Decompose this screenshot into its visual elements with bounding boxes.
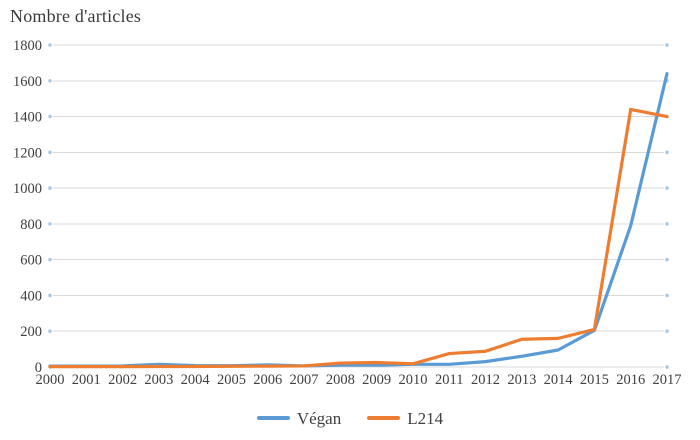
x-tick-label: 2008 [326, 372, 355, 388]
legend: Végan L214 [0, 404, 700, 432]
x-tick-label: 2015 [580, 372, 609, 388]
x-tick-label: 2011 [435, 372, 463, 388]
x-tick-label: 2014 [544, 372, 574, 388]
y-tick-label: 1000 [13, 181, 42, 197]
x-tick-label: 2004 [181, 372, 211, 388]
x-tick-label: 2009 [362, 372, 391, 388]
x-tick-label: 2000 [36, 372, 65, 388]
series-line-L214 [48, 107, 669, 369]
x-tick-label: 2017 [653, 372, 682, 388]
x-tick-label: 2012 [471, 372, 500, 388]
l214-line-swatch [367, 416, 401, 420]
x-tick-label: 2005 [217, 372, 246, 388]
legend-item-vegan: Végan [256, 408, 342, 428]
y-tick-label: 800 [20, 217, 42, 233]
y-tick-label: 1200 [13, 145, 42, 161]
series-line-Végan [48, 72, 669, 368]
x-tick-label: 2001 [72, 372, 101, 388]
y-tick-label: 1400 [13, 110, 42, 126]
vegan-line-swatch [256, 416, 290, 420]
x-tick-label: 2013 [507, 372, 536, 388]
x-tick-label: 2016 [616, 372, 645, 388]
y-tick-label: 1800 [13, 38, 42, 54]
y-tick-label: 0 [35, 360, 42, 376]
x-tick-label: 2010 [398, 372, 427, 388]
legend-label-vegan: Végan [296, 408, 342, 428]
y-tick-label: 200 [20, 324, 42, 340]
y-tick-label: 400 [20, 288, 42, 304]
x-tick-label: 2003 [144, 372, 173, 388]
x-tick-label: 2007 [290, 372, 319, 388]
x-tick-label: 2002 [108, 372, 137, 388]
legend-label-l214: L214 [407, 408, 444, 428]
y-tick-label: 600 [20, 253, 42, 269]
y-tick-label: 1600 [13, 74, 42, 90]
x-tick-label: 2006 [253, 372, 282, 388]
legend-item-l214: L214 [367, 410, 443, 427]
chart-title: Nombre d'articles [10, 6, 142, 26]
